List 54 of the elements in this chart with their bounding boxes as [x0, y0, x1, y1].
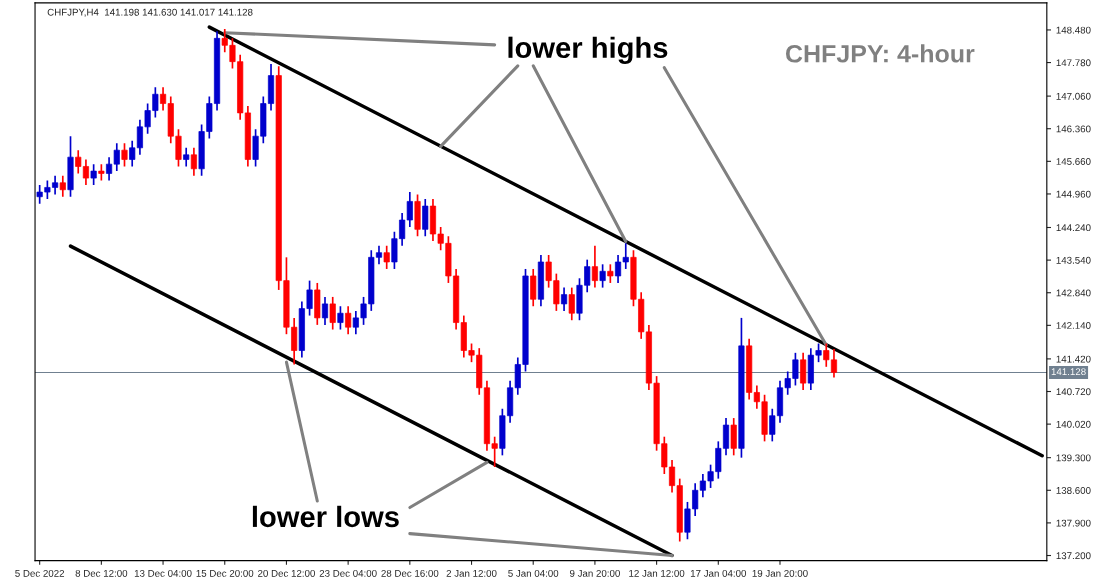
candlestick	[591, 244, 598, 289]
candlestick	[530, 268, 537, 308]
text: CHFJPY,H4 141.198 141.630 141.017 141.128	[47, 8, 253, 17]
candlestick	[90, 163, 97, 186]
x-tick-label: 12 Jan 12:00	[629, 569, 685, 577]
annotation: lower highs	[508, 36, 668, 64]
y-tick-label: 142.140	[1056, 322, 1091, 329]
x-tick-label: 15 Dec 20:00	[196, 569, 254, 577]
candlestick	[183, 146, 190, 168]
candlestick	[337, 305, 344, 331]
y-tick-label: 145.660	[1056, 158, 1091, 165]
x-tick-label: 19 Jan 20:00	[752, 569, 808, 577]
candlestick	[568, 286, 575, 322]
y-tick-label: 142.840	[1056, 289, 1091, 297]
y-tick-label: 140.720	[1056, 388, 1091, 396]
x-tick-label: 28 Dec 16:00	[381, 569, 439, 577]
x-tick-label: 23 Dec 04:00	[319, 569, 377, 577]
y-tick-label: 148.480	[1056, 26, 1091, 34]
y-tick-label: 143.540	[1056, 256, 1091, 264]
y-tick-label: 138.600	[1056, 487, 1091, 494]
x-tick-label: 2 Jan 12:00	[446, 569, 497, 577]
candlestick	[59, 174, 66, 198]
x-tick-label: 5 Jan 04:00	[508, 569, 559, 577]
x-tick-label: 9 Jan 20:00	[569, 569, 620, 577]
candlestick	[345, 305, 352, 336]
candlestick	[121, 142, 128, 168]
candlestick	[422, 198, 429, 238]
y-tick-label: 140.020	[1056, 420, 1091, 428]
y-tick-label: 144.240	[1056, 224, 1091, 232]
x-tick-label: 17 Jan 04:00	[690, 569, 747, 577]
y-tick-label: 137.900	[1056, 519, 1091, 527]
annotation: lower lows	[252, 505, 399, 528]
x-tick-label: 20 Dec 12:00	[258, 569, 315, 577]
candlestick	[561, 286, 568, 312]
y-tick-label: 137.200	[1056, 552, 1091, 560]
y-tick-label: 144.960	[1056, 190, 1091, 198]
candlestick	[730, 417, 737, 457]
y-tick-label: 146.360	[1056, 125, 1091, 133]
y-tick-label: 141.420	[1056, 355, 1091, 363]
candlestick	[800, 351, 807, 391]
x-tick-label: 13 Dec 04:00	[134, 569, 192, 577]
y-tick-label: 139.300	[1056, 454, 1091, 462]
y-tick-label: 147.780	[1056, 59, 1091, 67]
y-tick-label: 147.060	[1056, 92, 1091, 100]
candlestick	[190, 146, 197, 177]
candlestick	[329, 296, 336, 331]
x-tick-label: 5 Dec 2022	[15, 569, 65, 577]
x-tick-label: 8 Dec 12:00	[75, 569, 128, 577]
text: CHFJPY: 4-hour	[785, 44, 975, 63]
candlestick	[607, 263, 614, 284]
ref-line-label: 141.128	[1051, 368, 1086, 376]
candlestick	[599, 263, 606, 289]
candlestick	[321, 296, 329, 326]
candlestick	[383, 244, 390, 270]
